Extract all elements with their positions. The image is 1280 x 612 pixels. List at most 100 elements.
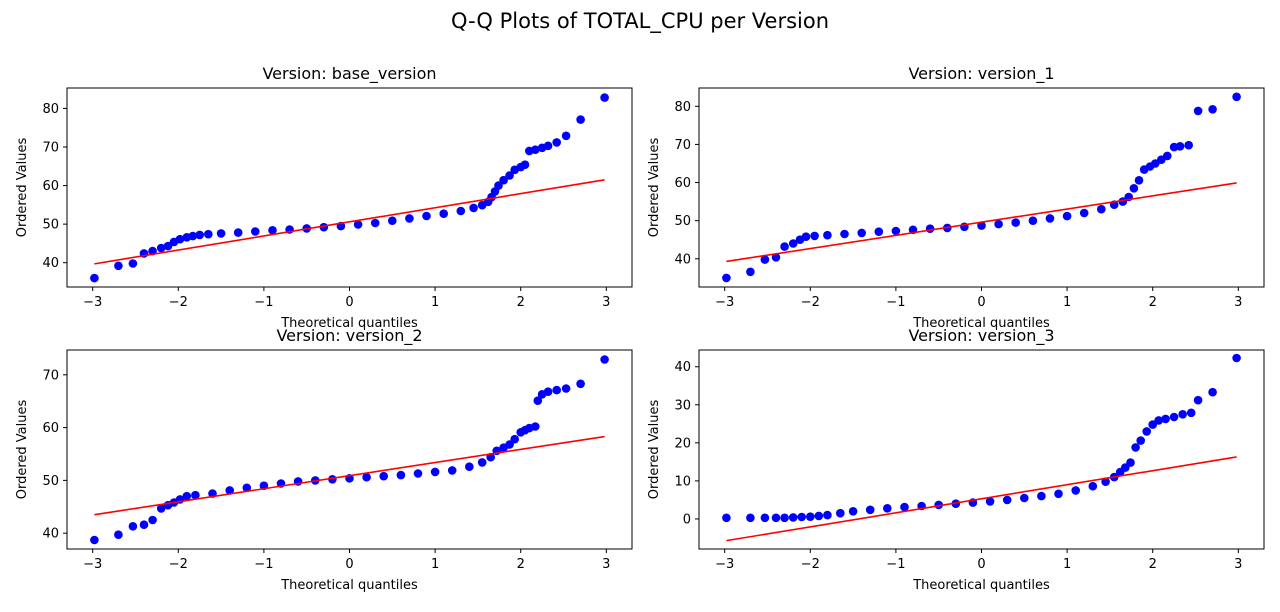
x-tick-label: −2 [169, 295, 188, 310]
qq-point [413, 469, 423, 478]
qq-point [823, 230, 832, 240]
qq-point [533, 396, 543, 406]
qq-point [1054, 489, 1063, 499]
x-tick-label: −3 [715, 295, 734, 310]
x-tick-label: 2 [517, 295, 525, 310]
qq-point [561, 131, 571, 141]
fit-line [726, 456, 1237, 542]
qq-point [823, 510, 832, 520]
plot-area [722, 92, 1241, 283]
panel-title: Version: version_3 [908, 326, 1054, 346]
y-axis-label: Ordered Values [647, 138, 662, 238]
qq-point [780, 242, 789, 251]
y-tick-label: 50 [674, 214, 691, 229]
x-axis-label: Theoretical quantiles [280, 316, 418, 331]
qq-point [191, 490, 200, 500]
qq-point [1208, 387, 1217, 397]
qq-point [1232, 353, 1241, 363]
qq-point [114, 530, 123, 539]
x-tick-label: −1 [886, 557, 905, 572]
qq-point [1062, 211, 1072, 221]
y-axis-label: Ordered Values [647, 400, 662, 500]
qq-point [1071, 486, 1080, 495]
x-axis-label: Theoretical quantiles [912, 578, 1050, 593]
qq-point [814, 511, 824, 521]
qq-point [430, 467, 440, 477]
y-tick-label: 50 [42, 218, 59, 233]
qq-point [175, 234, 185, 244]
fit-line [726, 182, 1237, 263]
qq-point [1142, 427, 1151, 436]
qq-point [90, 535, 99, 545]
qq-point [477, 458, 487, 467]
qq-point [576, 379, 585, 389]
qq-point [1045, 214, 1055, 223]
qq-point [182, 491, 192, 501]
qq-point [576, 115, 585, 124]
qq-point [1028, 216, 1038, 225]
x-tick-label: 2 [1149, 295, 1157, 310]
qq-point [114, 261, 123, 271]
qq-point [128, 522, 138, 531]
qq-point [1126, 458, 1135, 467]
panel-version-2: Version: version_2 Theoretical quantiles… [15, 326, 633, 593]
x-tick-label: −2 [801, 557, 820, 572]
x-tick-label: −3 [83, 557, 102, 572]
y-tick-label: 10 [674, 474, 691, 489]
qq-point [1193, 106, 1203, 116]
qq-point [561, 384, 571, 393]
qq-point [780, 513, 789, 523]
qq-point [722, 273, 731, 283]
qq-point [1175, 142, 1185, 151]
x-tick-label: 2 [517, 557, 525, 572]
qq-point [925, 224, 935, 233]
qq-point [510, 434, 519, 444]
qq-point [531, 422, 540, 431]
x-tick-label: 2 [1149, 557, 1157, 572]
qq-point [810, 231, 819, 241]
qq-point [1131, 443, 1140, 452]
qq-point [353, 220, 363, 229]
qq-point [216, 229, 226, 238]
qq-point [883, 504, 892, 513]
y-axis-label: Ordered Values [15, 400, 30, 500]
qq-point [1088, 481, 1098, 491]
qq-point [1154, 416, 1163, 425]
qq-point [836, 508, 845, 518]
plot-area [90, 355, 609, 545]
qq-point [505, 440, 514, 449]
y-tick-label: 40 [674, 360, 691, 375]
qq-point [505, 171, 514, 180]
qq-point [447, 466, 457, 475]
qq-point [977, 221, 986, 230]
x-tick-label: −1 [886, 295, 905, 310]
qq-point [233, 228, 243, 237]
axes-frame [66, 87, 633, 288]
x-tick-label: 1 [1063, 295, 1071, 310]
qq-point [900, 502, 909, 512]
x-tick-label: 0 [977, 557, 985, 572]
panel-base-version: Version: base_version Theoretical quanti… [15, 64, 633, 331]
qq-point [499, 175, 508, 185]
y-tick-label: 70 [42, 141, 59, 156]
qq-point [188, 231, 198, 241]
qq-point [722, 513, 731, 523]
qq-point [1169, 412, 1179, 422]
x-axis-label: Theoretical quantiles [912, 316, 1050, 331]
y-tick-label: 80 [674, 100, 691, 115]
qq-point [543, 141, 553, 151]
qq-point [531, 145, 540, 154]
x-tick-label: 0 [345, 557, 353, 572]
figure-title: Q-Q Plots of TOTAL_CPU per Version [451, 9, 829, 34]
qq-point [469, 203, 478, 213]
qq-point [1097, 204, 1106, 214]
qq-point [934, 500, 943, 510]
plot-area [722, 353, 1241, 542]
x-tick-label: −2 [801, 295, 820, 310]
qq-point [994, 219, 1003, 229]
qq-point [857, 228, 866, 238]
x-tick-label: 1 [431, 557, 439, 572]
qq-point [1184, 140, 1193, 150]
qq-point [268, 226, 277, 235]
y-tick-label: 40 [42, 527, 59, 542]
